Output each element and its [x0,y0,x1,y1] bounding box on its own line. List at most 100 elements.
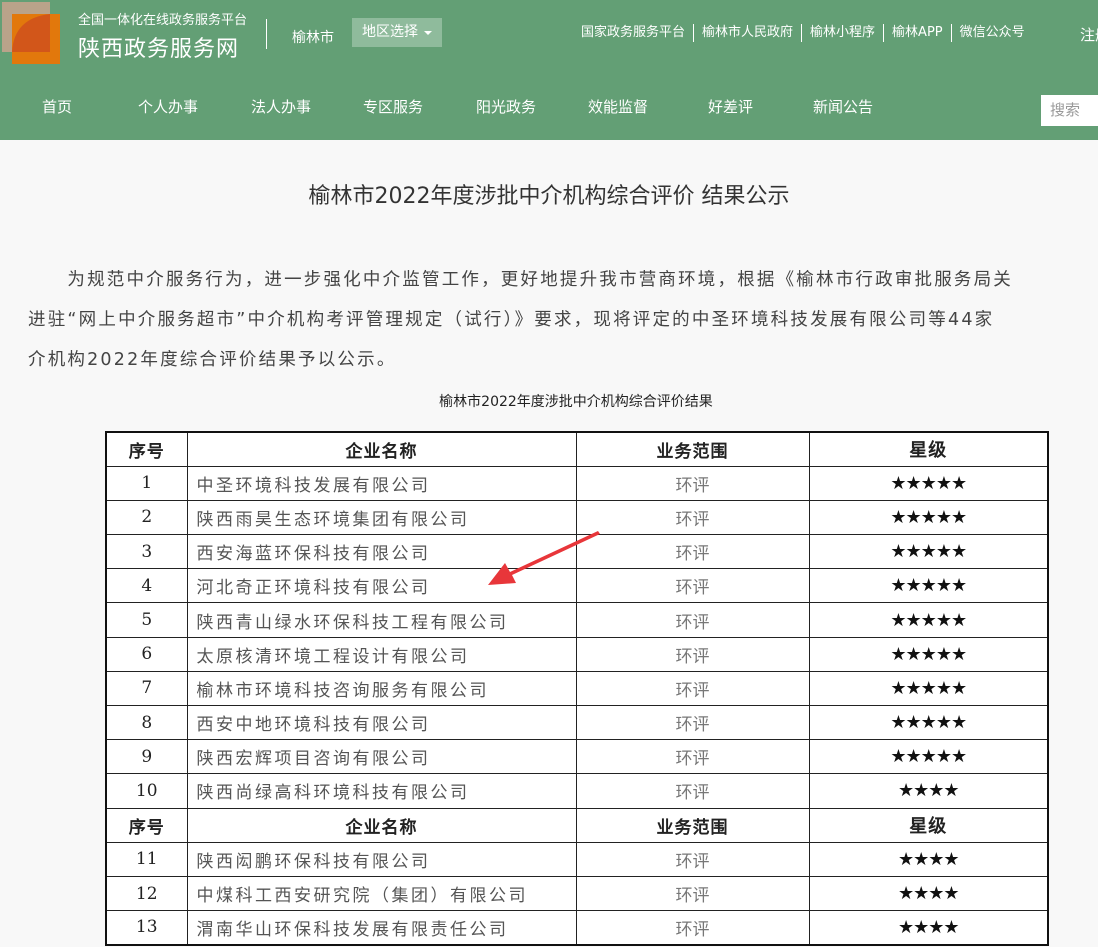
star-rating: ★★★★★ [808,739,1049,775]
top-links: 国家政务服务平台 榆林市人民政府 榆林小程序 榆林APP 微信公众号 [581,24,1025,42]
business-scope: 环评 [575,739,810,775]
star-rating: ★★★★★ [808,636,1049,672]
table-header-row: 序号 企业名称 业务范围 星级 [105,431,1049,467]
star-rating: ★★★★ [808,875,1049,912]
business-scope: 环评 [575,773,810,809]
platform-subtitle: 全国一体化在线政务服务平台 [78,13,248,28]
business-scope: 环评 [575,534,810,570]
column-header: 业务范围 [575,807,810,843]
column-header: 业务范围 [575,431,810,467]
row-number: 10 [105,773,188,809]
search-input[interactable]: 搜索 [1041,95,1098,126]
company-name: 陕西雨昊生态环境集团有限公司 [186,499,577,536]
nav-item[interactable]: 好差评 [708,98,754,116]
top-link[interactable]: 榆林小程序 [802,24,885,42]
table-caption: 榆林市2022年度涉批中介机构综合评价结果 [439,394,713,410]
company-name: 榆林市环境科技咨询服务有限公司 [186,670,577,707]
row-number: 8 [105,704,188,741]
results-table: 序号 企业名称 业务范围 星级 1 中圣环境科技发展有限公司 环评 ★★★★★ 2 陕西雨昊生态环… [105,431,1049,946]
company-name: 陕西闳鹏环保科技有限公司 [186,841,577,877]
business-scope: 环评 [575,875,810,912]
row-number: 11 [105,841,188,877]
company-name: 太原核清环境工程设计有限公司 [186,636,577,672]
intro-paragraph: 为规范中介服务行为，进一步强化中介监管工作，更好地提升我市营商环境，根据《榆林市… [28,260,1098,380]
star-rating: ★★★★ [808,910,1049,946]
nav-item[interactable]: 阳光政务 [476,98,537,116]
business-scope: 环评 [575,704,810,741]
star-rating: ★★★★★ [808,670,1049,707]
business-scope: 环评 [575,465,810,501]
star-rating: ★★★★ [808,841,1049,877]
row-number: 5 [105,602,188,638]
company-name: 西安中地环境科技有限公司 [186,704,577,741]
column-header: 序号 [105,431,188,467]
paragraph-line: 为规范中介服务行为，进一步强化中介监管工作，更好地提升我市营商环境，根据《榆林市… [28,270,1013,290]
table-row: 13 渭南华山环保科技发展有限责任公司 环评 ★★★★ [105,910,1049,946]
company-name: 陕西尚绿高科环境科技有限公司 [186,773,577,809]
table-row: 3 西安海蓝环保科技有限公司 环评 ★★★★★ [105,534,1049,570]
main-nav: 首页 个人办事 法人办事 专区服务 阳光政务 效能监督 好差评 新闻公告 [0,96,1098,120]
star-rating: ★★★★★ [808,602,1049,638]
business-scope: 环评 [575,910,810,946]
top-link[interactable]: 微信公众号 [959,25,1025,40]
region-select[interactable]: 地区选择 [352,18,442,47]
nav-item[interactable]: 效能监督 [588,98,649,116]
page-title: 榆林市2022年度涉批中介机构综合评价 结果公示 [308,184,790,209]
nav-item[interactable]: 专区服务 [363,98,424,116]
company-name: 渭南华山环保科技发展有限责任公司 [186,910,577,946]
top-link[interactable]: 榆林APP [884,24,952,42]
chevron-down-icon [424,31,432,39]
divider [266,19,267,49]
company-name: 西安海蓝环保科技有限公司 [186,534,577,570]
star-rating: ★★★★★ [808,704,1049,741]
nav-item[interactable]: 首页 [42,98,73,116]
business-scope: 环评 [575,670,810,707]
table-row: 9 陕西宏辉项目咨询有限公司 环评 ★★★★★ [105,739,1049,775]
site-header: 全国一体化在线政务服务平台 陕西政务服务网 榆林市 地区选择 国家政务服务平台 … [0,0,1098,140]
star-rating: ★★★★★ [808,534,1049,570]
table-row: 12 中煤科工西安研究院（集团）有限公司 环评 ★★★★ [105,875,1049,912]
paragraph-line: 介机构2022年度综合评价结果予以公示。 [28,350,397,370]
company-name: 中煤科工西安研究院（集团）有限公司 [186,875,577,912]
business-scope: 环评 [575,841,810,877]
business-scope: 环评 [575,499,810,536]
table-row: 5 陕西青山绿水环保科技工程有限公司 环评 ★★★★★ [105,602,1049,638]
nav-item[interactable]: 个人办事 [138,98,199,116]
table-row: 4 河北奇正环境科技有限公司 环评 ★★★★★ [105,568,1049,604]
company-name: 中圣环境科技发展有限公司 [186,465,577,501]
region-select-label: 地区选择 [362,24,418,40]
table-row: 6 太原核清环境工程设计有限公司 环评 ★★★★★ [105,636,1049,672]
table-row: 11 陕西闳鹏环保科技有限公司 环评 ★★★★ [105,841,1049,877]
star-rating: ★★★★★ [808,568,1049,604]
nav-item[interactable]: 新闻公告 [813,98,874,116]
business-scope: 环评 [575,568,810,604]
company-name: 陕西青山绿水环保科技工程有限公司 [186,602,577,638]
table-header-row: 序号 企业名称 业务范围 星级 [105,807,1049,843]
column-header: 星级 [808,807,1049,843]
star-rating: ★★★★★ [808,465,1049,501]
company-name: 陕西宏辉项目咨询有限公司 [186,739,577,775]
row-number: 1 [105,465,188,501]
paragraph-line: 进驻“网上中介服务超市”中介机构考评管理规定（试行）》要求，现将评定的中圣环境科… [28,310,995,330]
company-name: 河北奇正环境科技有限公司 [186,568,577,604]
row-number: 13 [105,910,188,946]
top-link[interactable]: 国家政务服务平台 [581,24,695,42]
site-name[interactable]: 陕西政务服务网 [78,37,240,62]
row-number: 6 [105,636,188,672]
top-link[interactable]: 榆林市人民政府 [694,24,803,42]
site-logo[interactable] [2,2,60,64]
column-header: 星级 [808,431,1049,467]
row-number: 3 [105,534,188,570]
column-header: 企业名称 [186,807,577,843]
row-number: 4 [105,568,188,604]
register-link[interactable]: 注册 [1080,26,1098,44]
table-row: 1 中圣环境科技发展有限公司 环评 ★★★★★ [105,465,1049,501]
table-row: 7 榆林市环境科技咨询服务有限公司 环评 ★★★★★ [105,670,1049,707]
table-row: 2 陕西雨昊生态环境集团有限公司 环评 ★★★★★ [105,499,1049,536]
nav-item[interactable]: 法人办事 [251,98,312,116]
star-rating: ★★★★★ [808,499,1049,536]
business-scope: 环评 [575,636,810,672]
star-rating: ★★★★ [808,773,1049,809]
business-scope: 环评 [575,602,810,638]
current-city: 榆林市 [292,30,334,46]
